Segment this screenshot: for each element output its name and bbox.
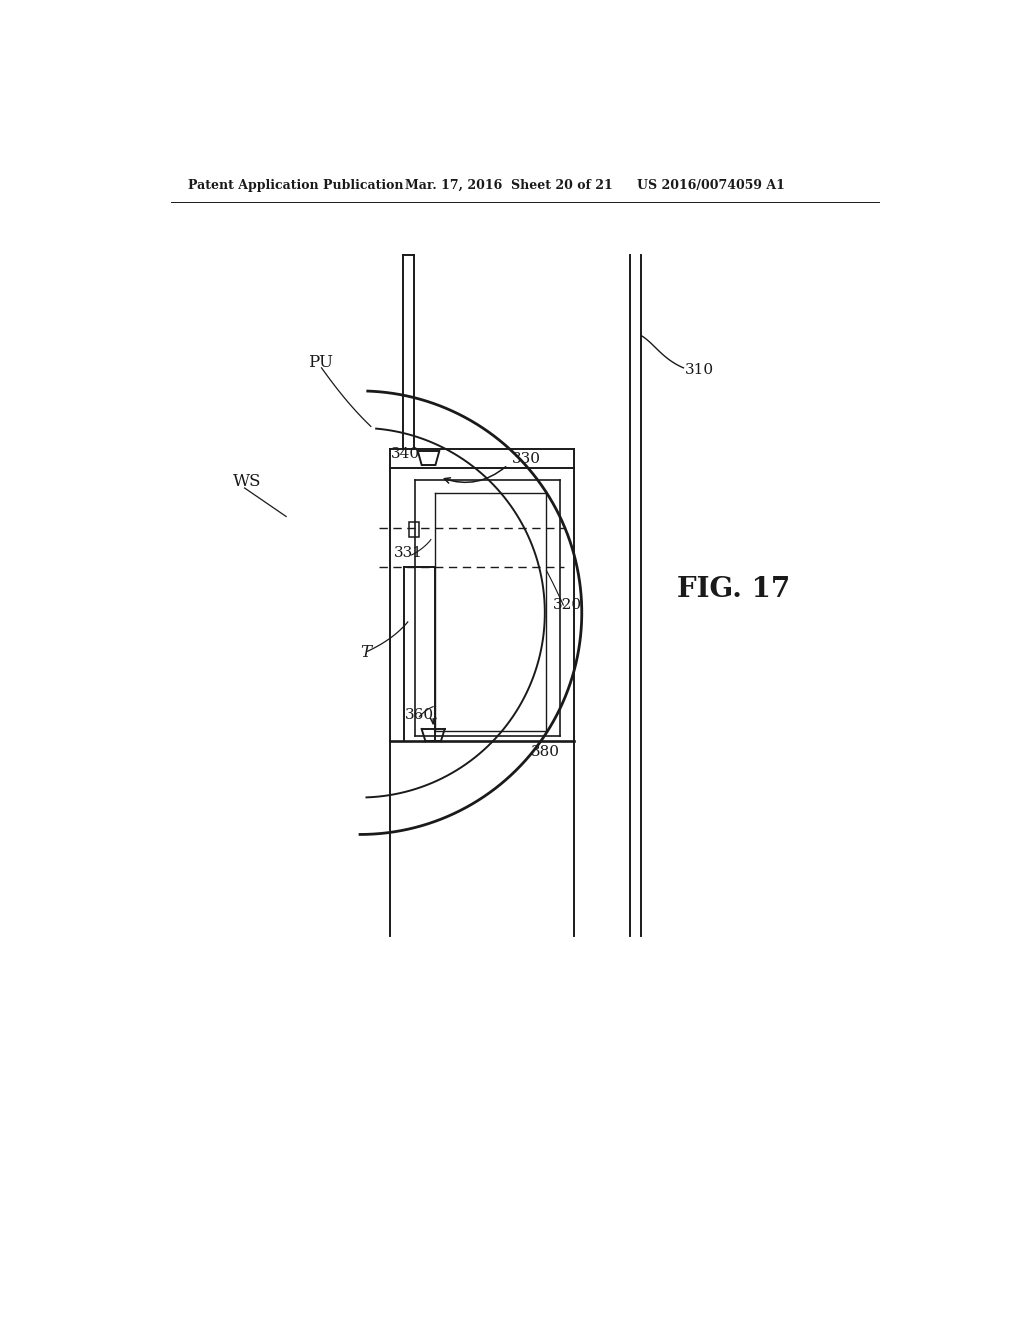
Text: 340: 340 <box>391 447 420 461</box>
Text: PU: PU <box>307 354 333 371</box>
Text: 380: 380 <box>531 744 560 759</box>
Text: 331: 331 <box>394 545 423 560</box>
Text: T: T <box>360 644 371 661</box>
Text: 360: 360 <box>404 708 434 722</box>
Text: FIG. 17: FIG. 17 <box>677 576 791 603</box>
Text: Mar. 17, 2016  Sheet 20 of 21: Mar. 17, 2016 Sheet 20 of 21 <box>406 178 613 191</box>
Text: 320: 320 <box>553 598 582 612</box>
Text: US 2016/0074059 A1: US 2016/0074059 A1 <box>637 178 785 191</box>
Bar <box>410 521 419 537</box>
Text: WS: WS <box>233 474 261 490</box>
Text: Patent Application Publication: Patent Application Publication <box>188 178 403 191</box>
Text: 310: 310 <box>685 363 714 378</box>
Text: 330: 330 <box>512 451 541 466</box>
